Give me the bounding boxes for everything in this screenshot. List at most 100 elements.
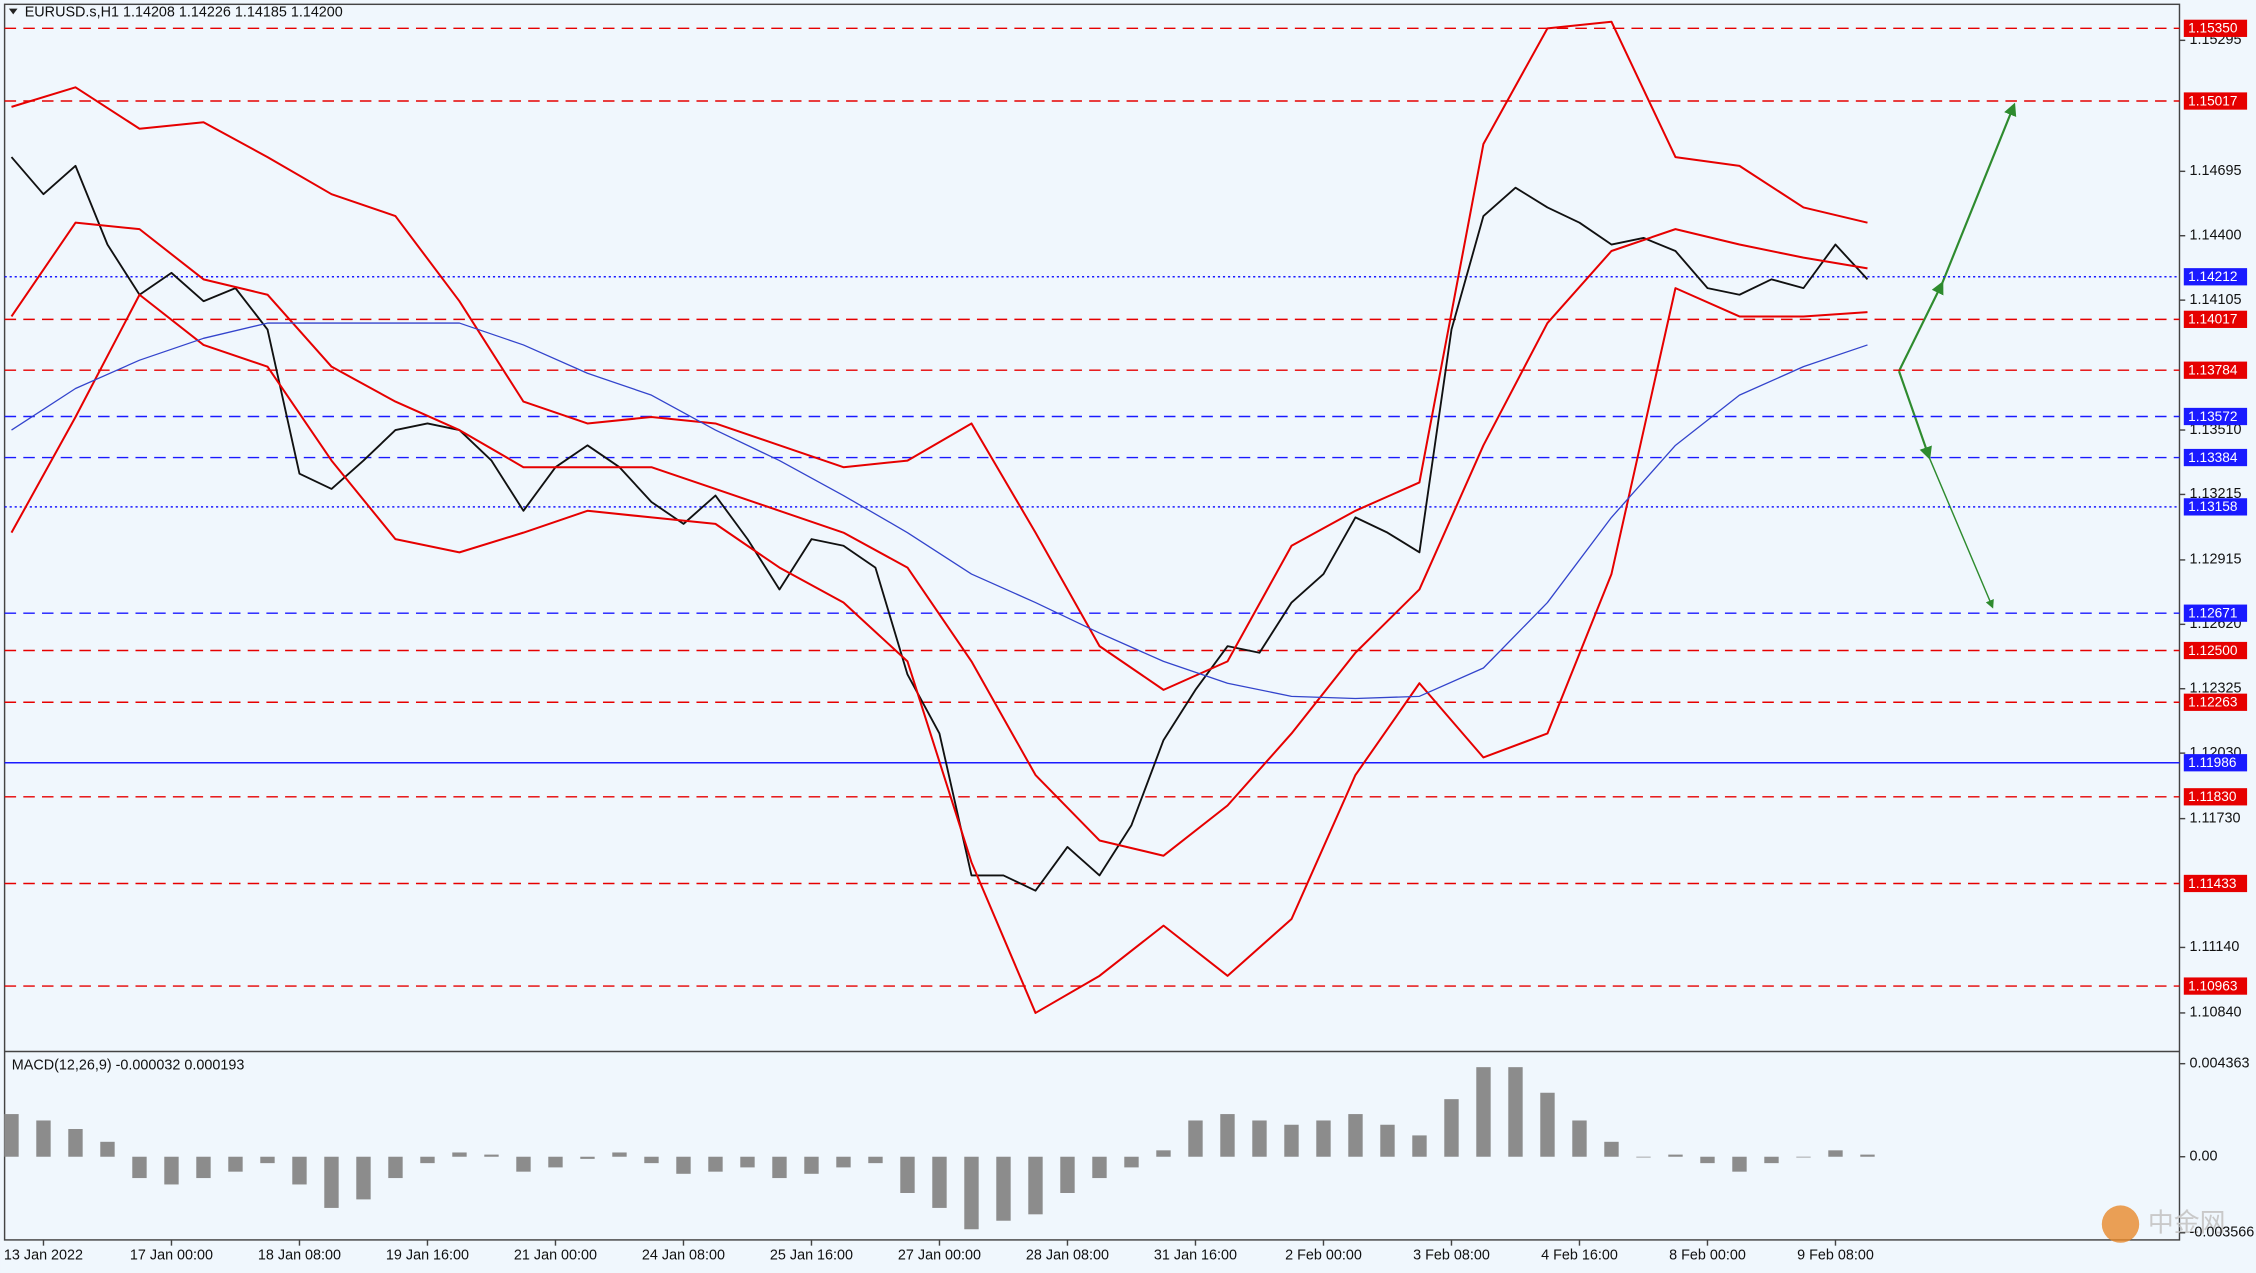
histogram-bar [740,1156,755,1168]
y-tick-label: 1.11140 [2190,939,2240,955]
histogram-bar [420,1156,435,1164]
level-tag [2183,977,2248,995]
series-line [10,221,1868,857]
level-tag [2183,754,2248,772]
histogram-bar [1476,1067,1491,1157]
histogram-bar [548,1156,563,1168]
level-label: 1.13784 [2188,363,2238,378]
level-label: 1.12500 [2188,643,2238,658]
histogram-bar [1604,1141,1619,1157]
y-tick-label: 1.13215 [2190,486,2242,502]
histogram-bar [164,1156,179,1185]
level-label: 1.11433 [2188,876,2236,891]
histogram-bar [836,1156,851,1168]
histogram-bar [132,1156,147,1179]
histogram-bar [1252,1120,1267,1157]
arrow [1928,457,1994,609]
series-line [11,20,1868,691]
level-label: 1.11986 [2188,755,2236,770]
macd-title: MACD(12,26,9) -0.000032 0.000193 [12,1058,245,1074]
histogram-bar [932,1156,947,1208]
histogram-bar [996,1156,1011,1221]
level-tag [2183,448,2248,467]
histogram-bar [1124,1156,1139,1168]
x-tick-label: 18 Jan 08:00 [258,1248,341,1264]
series-line [10,287,1868,1014]
histogram-bar [1540,1092,1555,1157]
histogram-bar [388,1156,403,1179]
histogram-bar [324,1156,339,1208]
histogram-bar [1380,1124,1395,1157]
histogram-bar [196,1156,211,1179]
histogram-bar [452,1152,467,1157]
level-label: 1.14212 [2188,269,2237,284]
histogram-bar [772,1156,787,1179]
level-tag [2183,268,2248,286]
histogram-bar [1060,1156,1075,1193]
histogram-bar [1156,1150,1171,1157]
logo [2101,1205,2140,1243]
x-tick-label: 9 Feb 08:00 [1797,1248,1874,1264]
level-tag [2183,310,2248,328]
histogram-bar [1732,1156,1747,1172]
frame [3,3,2181,1241]
x-tick-label: 2 Feb 00:00 [1285,1248,1362,1264]
y-tick-label: 1.12915 [2190,552,2242,568]
x-tick-label: 19 Jan 16:00 [386,1248,469,1264]
arrow [1941,102,2017,284]
histogram-bar [644,1156,659,1164]
series-line [10,156,1869,892]
histogram-bar [1348,1114,1363,1157]
y-tick-label: 1.10840 [2190,1005,2242,1021]
y-tick-label: 1.14105 [2190,292,2242,308]
histogram-bar [228,1156,243,1172]
histogram-bar [612,1152,627,1157]
level-tag [2183,361,2248,379]
histogram-bar [100,1141,115,1157]
level-tag [2183,407,2248,426]
histogram-bar [1668,1154,1683,1157]
arrow [1898,281,1944,372]
x-tick-label: 8 Feb 00:00 [1669,1248,1746,1264]
histogram-bar [804,1156,819,1174]
histogram-bar [1508,1067,1523,1157]
histogram-bar [1092,1156,1107,1179]
histogram-bar [1700,1156,1715,1164]
level-label: 1.13158 [2188,499,2237,514]
arrow [1897,370,1932,460]
level-label: 1.14017 [2188,312,2237,327]
histogram-bar [356,1156,371,1200]
histogram-bar [676,1156,691,1174]
histogram-bar [1796,1156,1811,1158]
histogram-bar [1444,1099,1459,1157]
histogram-bar [1284,1124,1299,1157]
x-tick-label: 31 Jan 16:00 [1154,1248,1237,1264]
histogram-bar [292,1156,307,1185]
y-tick-label: 0.004363 [2190,1055,2250,1071]
chart-title: EURUSD.s,H1 1.14208 1.14226 1.14185 1.14… [25,5,343,21]
y-tick-label: -0.003566 [2190,1225,2255,1241]
level-label: 1.15017 [2188,93,2237,108]
level-label: 1.13572 [2188,409,2237,424]
level-tag [2183,19,2248,37]
histogram-bar [516,1156,531,1172]
y-tick-label: 0.00 [2190,1149,2218,1165]
histogram-bar [900,1156,915,1193]
menu-triangle [8,8,18,15]
level-tag [2183,874,2248,893]
level-tag [2183,604,2248,622]
forecast-arrows [1897,102,2017,609]
y-tick-label: 1.14695 [2190,163,2242,179]
histogram-bar [1636,1156,1651,1158]
x-tick-label: 17 Jan 00:00 [130,1248,213,1264]
level-label: 1.12671 [2188,606,2237,621]
x-tick-label: 3 Feb 08:00 [1413,1248,1490,1264]
histogram-bar [868,1156,883,1164]
y-tick-label: 1.11730 [2190,810,2241,826]
level-tag [2183,92,2248,110]
watermark: 中金网 [2148,1209,2226,1239]
histogram-bar [68,1129,83,1157]
